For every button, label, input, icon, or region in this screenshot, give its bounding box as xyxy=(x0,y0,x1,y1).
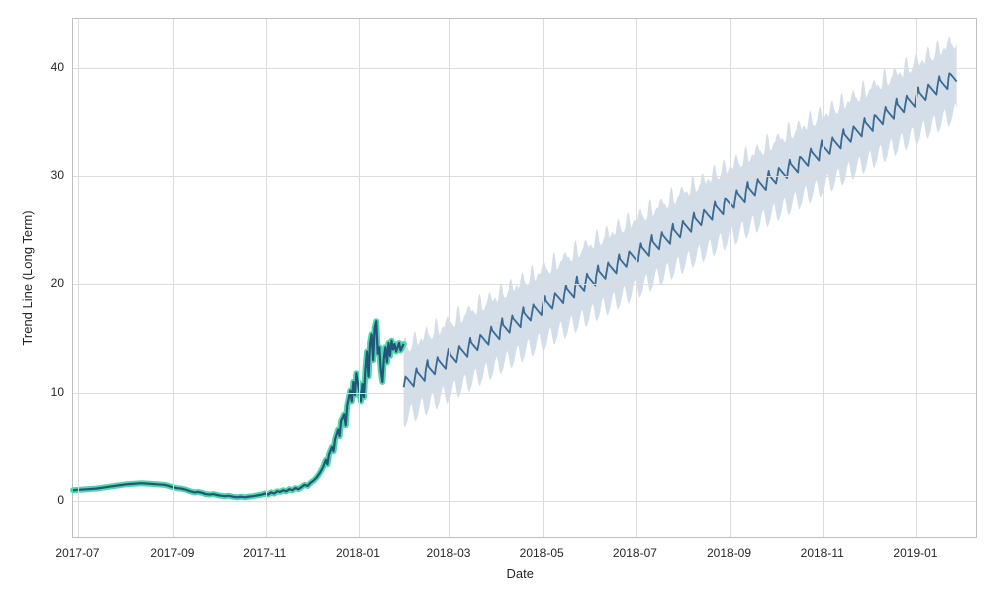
x-tick-label: 2017-11 xyxy=(243,546,286,560)
x-axis-label: Date xyxy=(507,566,534,581)
chart-svg xyxy=(73,19,978,539)
x-tick-label: 2018-03 xyxy=(426,546,470,560)
y-tick-label: 10 xyxy=(51,385,64,399)
trend-forecast-chart: Date Trend Line (Long Term) 2017-07 2017-… xyxy=(0,0,1000,600)
y-tick-label: 30 xyxy=(51,168,64,182)
x-tick-label: 2018-01 xyxy=(336,546,380,560)
x-tick-label: 2018-07 xyxy=(613,546,657,560)
y-axis-label: Trend Line (Long Term) xyxy=(20,210,35,345)
y-tick-label: 40 xyxy=(51,60,64,74)
x-tick-label: 2018-05 xyxy=(520,546,564,560)
plot-area xyxy=(72,18,977,538)
x-tick-label: 2019-01 xyxy=(893,546,937,560)
x-tick-label: 2017-07 xyxy=(55,546,99,560)
x-tick-label: 2018-09 xyxy=(707,546,751,560)
x-tick-label: 2017-09 xyxy=(150,546,194,560)
actual-series-line xyxy=(73,321,404,497)
actual-series-outline xyxy=(73,321,404,497)
y-tick-label: 0 xyxy=(57,493,64,507)
x-tick-label: 2018-11 xyxy=(801,546,844,560)
y-tick-label: 20 xyxy=(51,276,64,290)
